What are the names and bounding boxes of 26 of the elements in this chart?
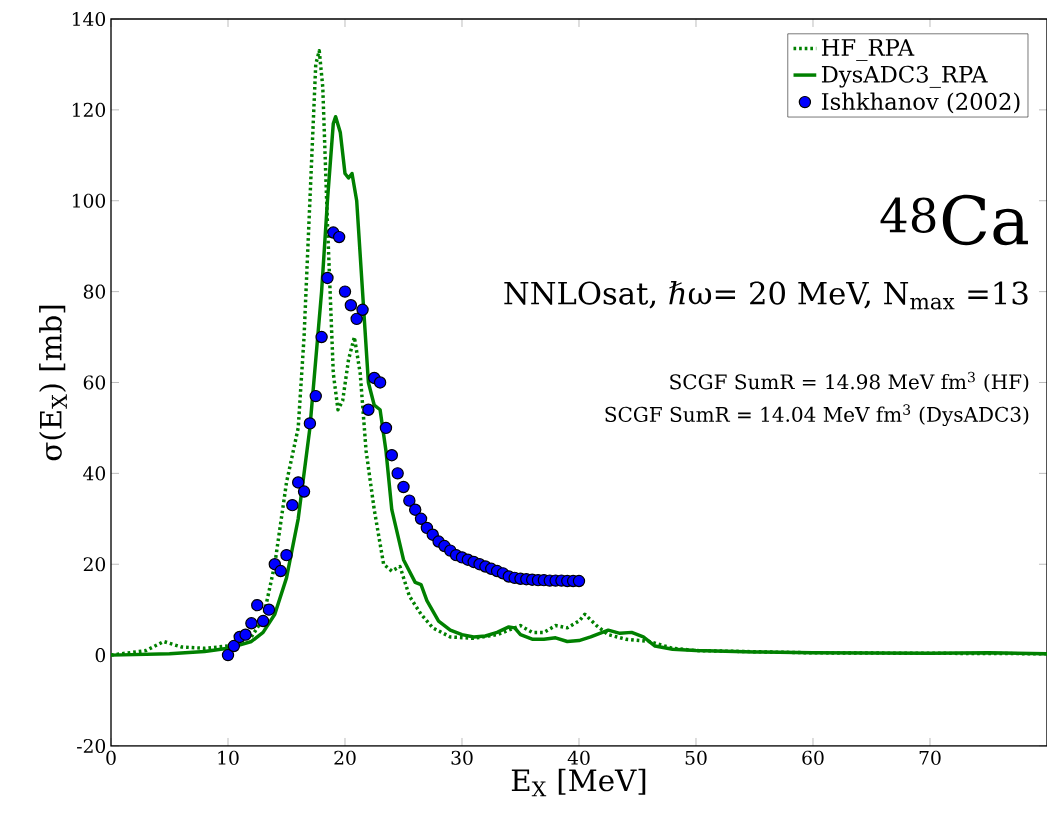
y-tick-label: 80 (83, 284, 106, 299)
x-tick-label: 60 (802, 750, 824, 765)
y-tick-label: 140 (72, 11, 106, 27)
y-tick-label: -20 (77, 738, 106, 754)
x-tick-label: 50 (685, 750, 707, 765)
legend-label: HF_RPA (821, 39, 915, 62)
y-axis-title: σ(E$_{X}$) [mb] (39, 305, 67, 461)
y-tick-label: 100 (72, 193, 106, 208)
y-tick-label: 0 (95, 648, 106, 663)
x-tick-label: 30 (451, 750, 473, 765)
annotation: SCGF SumR = 14.04 MeV fm$^{3}$ (DysADC3) (605, 404, 1029, 427)
legend-label: DysADC3_RPA (821, 65, 988, 88)
annotation: $^{48}$Ca (880, 194, 1028, 246)
x-tick-label: 0 (106, 750, 116, 765)
y-tick-label: 120 (72, 102, 106, 117)
annotation: SCGF SumR = 14.98 MeV fm$^{3}$ (HF) (670, 371, 1029, 393)
x-tick-label: 20 (334, 750, 356, 765)
x-axis-title: E$_{X}$ [MeV] (511, 768, 646, 797)
legend-label: Ishkhanov (2002) (821, 92, 1020, 114)
y-tick-label: 20 (83, 557, 106, 572)
y-tick-label: 40 (83, 466, 106, 481)
x-tick-label: 40 (567, 750, 590, 765)
x-tick-label: 70 (919, 750, 941, 765)
x-tick-label: 10 (218, 750, 239, 765)
y-tick-label: 60 (83, 375, 106, 390)
annotation: NNLOsat, ℏω= 20 MeV, N$_{max}$ =13 (504, 280, 1028, 310)
